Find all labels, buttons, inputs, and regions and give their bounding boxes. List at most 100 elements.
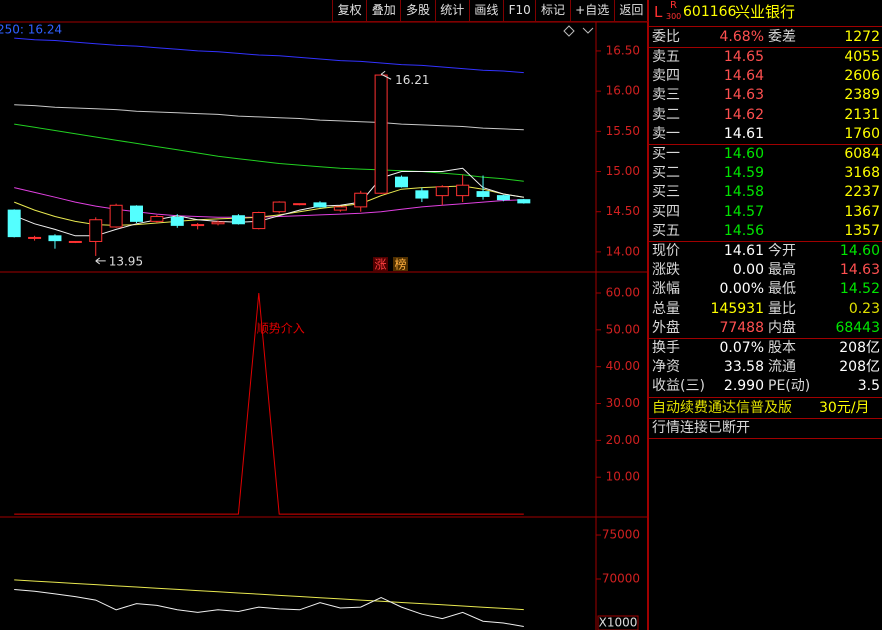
- row-value: 14.64: [723, 68, 764, 85]
- separator: [649, 418, 882, 419]
- price-tag: 30元/月: [819, 400, 870, 416]
- candle-body: [48, 235, 62, 242]
- row-value: 14.63: [839, 262, 880, 279]
- row-value: 14.65: [723, 49, 764, 65]
- series-line: [14, 292, 524, 515]
- candle-body: [395, 176, 408, 188]
- y-tick-label: 70000: [602, 571, 640, 585]
- min-arrow: [95, 257, 106, 265]
- candle-body: [109, 204, 123, 228]
- row-value: 0.00: [732, 262, 764, 279]
- row-label: 卖二: [652, 106, 680, 123]
- row-label: 外盘: [652, 319, 680, 336]
- row-label: 卖一: [652, 125, 680, 142]
- y-tick-label: 30.00: [606, 396, 640, 410]
- row-label: 涨幅: [652, 281, 680, 298]
- row-value: 2237: [844, 184, 880, 201]
- market: L: [654, 3, 663, 21]
- status: 行情连接已断开: [652, 420, 750, 436]
- toolbar-button[interactable]: 返回: [613, 0, 648, 21]
- row-value: 145931: [710, 300, 764, 317]
- max-label: 16.21: [395, 73, 429, 87]
- badge-text: 榜: [394, 257, 406, 272]
- row-value: 3168: [844, 165, 880, 182]
- row-label: 买三: [652, 184, 680, 201]
- row-label: 净资: [652, 359, 680, 376]
- separator: [649, 241, 882, 242]
- row-value: 1760: [844, 125, 880, 142]
- candle-body: [496, 195, 510, 201]
- row-label: 委比: [652, 29, 680, 45]
- y-tick-label: 50.00: [606, 322, 640, 336]
- row-label: PE(动): [768, 378, 811, 395]
- row-label: 量比: [768, 300, 796, 317]
- series-line: [14, 37, 524, 74]
- row-label: 内盘: [768, 319, 796, 336]
- separator: [649, 47, 882, 48]
- toolbar: 复权 叠加 多股 统计 画线 F10 标记 +自选 返回: [332, 0, 648, 22]
- row-label: 买五: [652, 222, 680, 239]
- row-value: 14.61: [723, 243, 764, 259]
- row-label: 最高: [768, 262, 796, 279]
- candle-body: [68, 240, 82, 243]
- row-label: 换手: [652, 340, 680, 356]
- row-value: 1272: [844, 29, 880, 45]
- row-label: 收益(三): [652, 378, 705, 395]
- stock-name: 兴业银行: [735, 3, 796, 21]
- row-label: 卖五: [652, 49, 680, 65]
- row-value: 14.63: [723, 87, 764, 104]
- toolbar-button[interactable]: 叠加: [366, 0, 400, 21]
- candle-body: [333, 206, 347, 211]
- row-label: 股本: [768, 340, 796, 356]
- y-tick-label: 75000: [602, 528, 640, 542]
- row-value: 77488: [719, 319, 764, 336]
- candle-body: [170, 216, 184, 226]
- unit-label: X1000: [599, 616, 638, 630]
- row-value: 6084: [844, 146, 880, 162]
- candle-body: [517, 199, 531, 204]
- row-value: 68443: [835, 319, 880, 336]
- badge: [393, 257, 408, 271]
- ma-label: 250: 16.24: [0, 23, 62, 37]
- row-value: 1357: [844, 222, 880, 239]
- row-label: 委差: [768, 29, 796, 45]
- row-value: 1367: [844, 203, 880, 220]
- candle-body: [476, 191, 490, 197]
- toolbar-button[interactable]: 统计: [434, 0, 469, 21]
- separator: [649, 26, 882, 27]
- row-value: 14.60: [723, 146, 764, 162]
- separator: [649, 438, 882, 439]
- toolbar-button[interactable]: 标记: [535, 0, 569, 21]
- row-value: 14.52: [839, 281, 880, 298]
- row-label: 最低: [768, 281, 796, 298]
- row-value: 4.68%: [719, 29, 764, 45]
- row-value: 14.62: [723, 106, 764, 123]
- promo: 自动续费通达信普及版: [652, 400, 792, 416]
- toolbar-button[interactable]: F10: [503, 0, 535, 21]
- toolbar-button[interactable]: +自选: [569, 0, 614, 21]
- candle-body: [415, 190, 429, 199]
- y-tick-label: 20.00: [606, 433, 640, 447]
- separator: [649, 144, 882, 145]
- candle-body: [374, 74, 388, 194]
- stock-code: 601166: [683, 4, 737, 20]
- row-label: 买四: [652, 203, 680, 220]
- candle-body: [130, 205, 143, 222]
- toolbar-button[interactable]: 多股: [400, 0, 434, 21]
- candle-body: [28, 236, 42, 239]
- row-value: 2389: [844, 87, 880, 104]
- toolbar-button[interactable]: 复权: [332, 0, 366, 21]
- chart-area: 16.50 16.00 15.50 15.00 14.50 14.00 250: 16.24…: [0, 0, 648, 630]
- row-value: 208亿: [839, 359, 880, 376]
- board-sub: 300: [666, 12, 682, 21]
- badge: [373, 257, 388, 271]
- row-label: 涨跌: [652, 262, 680, 279]
- y-tick-label: 14.00: [606, 244, 640, 258]
- icon: [582, 27, 594, 34]
- y-tick-label: 10.00: [606, 470, 640, 484]
- candle-body: [7, 209, 21, 238]
- toolbar-button[interactable]: 画线: [468, 0, 503, 21]
- candle-body: [211, 221, 225, 225]
- separator: [649, 338, 882, 339]
